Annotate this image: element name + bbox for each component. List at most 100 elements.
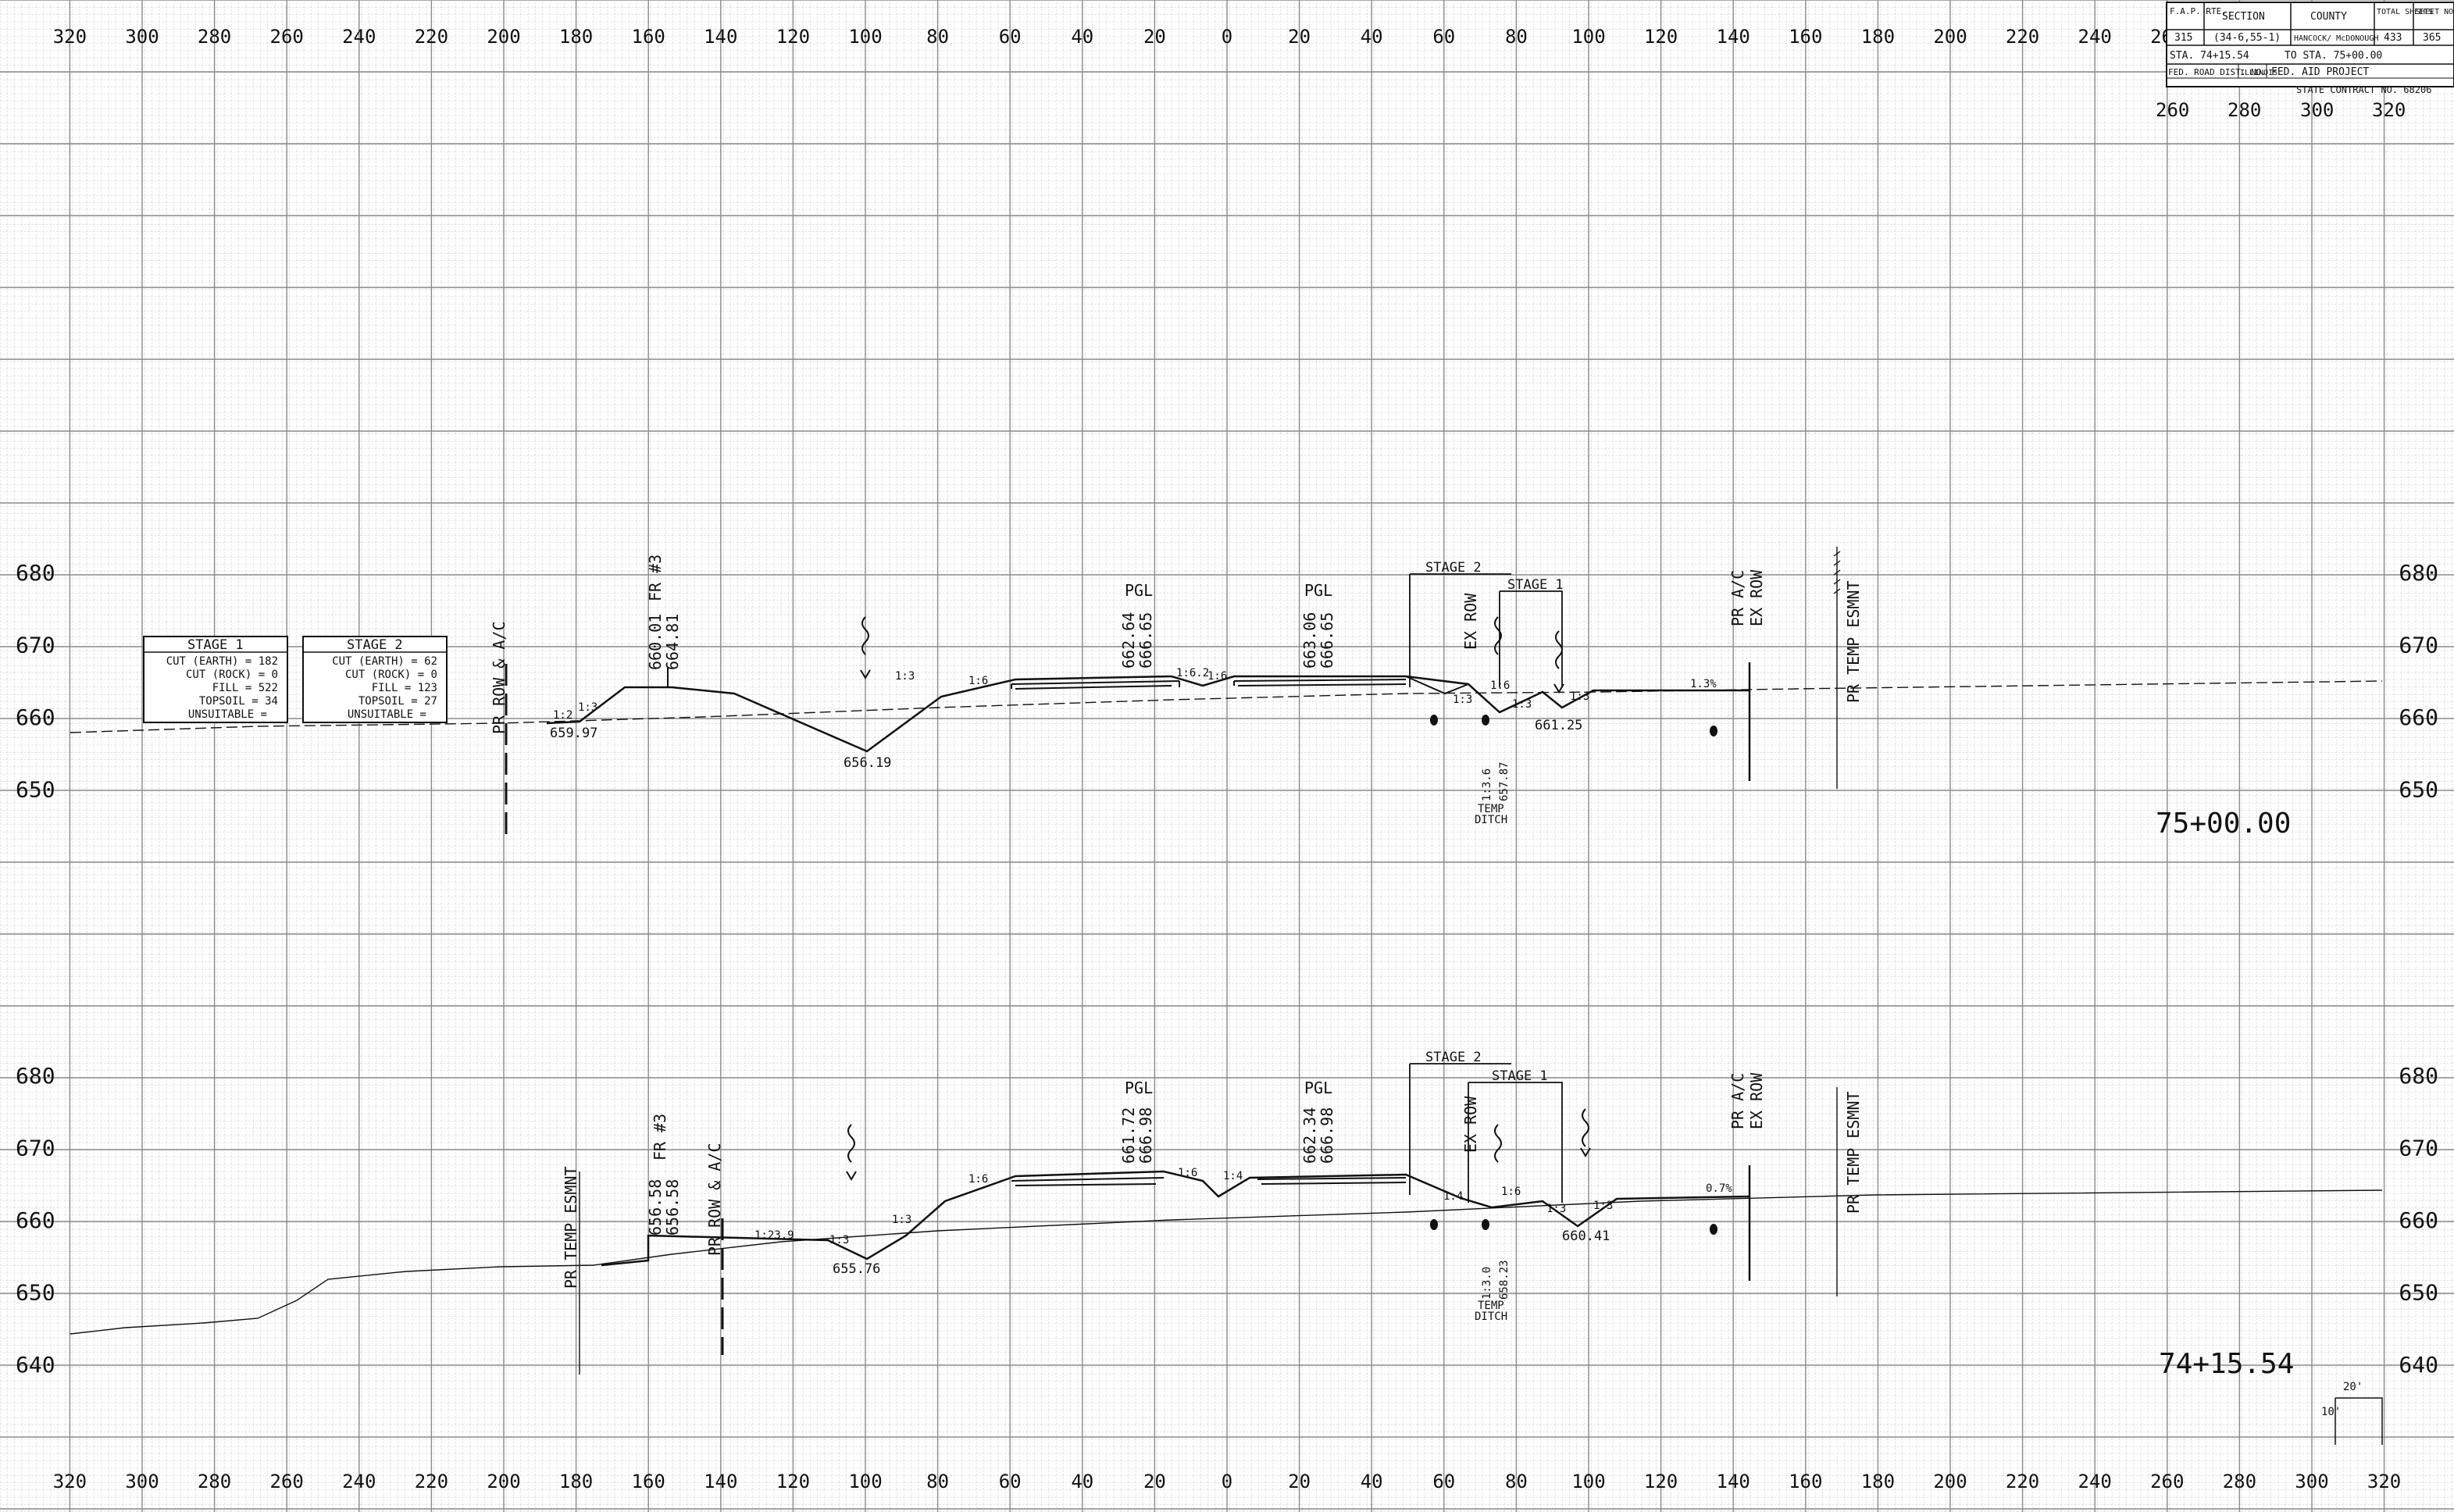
elevation-tick-label: 650 <box>16 1280 55 1306</box>
stage-2-bracket <box>1409 573 1511 687</box>
slope-f: 1:6 <box>1207 670 1227 683</box>
stage-1-row: CUT (EARTH) = 182 <box>166 655 278 668</box>
slope-c: 1:3 <box>892 1214 911 1226</box>
tb-fed: FED. AID PROJECT <box>2271 66 2369 78</box>
x-axis-tick-label: 180 <box>1861 1471 1895 1492</box>
temp-ditch-label-2: DITCH <box>1475 1311 1507 1323</box>
fr-label: FR #3 <box>651 1114 669 1161</box>
tb-scale-320: 320 <box>2372 99 2406 121</box>
x-axis-tick-label: 20 <box>1143 26 1166 48</box>
slope-c: 1:3 <box>895 670 915 683</box>
elevation-tick-label: 670 <box>16 632 55 658</box>
stage-2-table: STAGE 2 CUT (EARTH) = 62 CUT (ROCK) = 0 … <box>302 636 448 723</box>
x-axis-tick-label: 320 <box>53 1471 87 1492</box>
slope-h: 1:6 <box>1490 679 1510 692</box>
elev-right: 661.25 <box>1535 718 1582 733</box>
temp-ditch-label-2: DITCH <box>1475 814 1507 826</box>
x-axis-tick-label: 200 <box>487 1471 520 1492</box>
fr-elev-1: 660.01 <box>646 614 665 670</box>
ex-row-right-label: EX ROW <box>1747 569 1766 626</box>
x-axis-tick-label: 240 <box>2078 1471 2112 1492</box>
x-axis-tick-label: 120 <box>1644 1471 1678 1492</box>
x-axis-tick-label: 20 <box>1288 1471 1311 1492</box>
tb-rte: 315 <box>2174 32 2192 44</box>
tb-total: 433 <box>2384 32 2402 44</box>
x-axis-tick-label: 320 <box>53 26 87 48</box>
cross-slope-pct: 1.3% <box>1690 678 1717 690</box>
tb-h-total: TOTAL SHEETS <box>2377 8 2433 16</box>
tb-h-county: COUNTY <box>2310 11 2347 23</box>
temp-ditch-elev: 657.87 <box>1498 761 1511 801</box>
x-axis-tick-label: 20 <box>1143 1471 1166 1492</box>
elevation-tick-label: 660 <box>2399 704 2438 730</box>
elevation-tick-label: 680 <box>16 1063 55 1089</box>
x-axis-tick-label: 80 <box>926 1471 949 1492</box>
slope-d: 1:6 <box>968 1173 988 1186</box>
scale-h: 20' <box>2343 1381 2363 1393</box>
scale-v: 10' <box>2321 1406 2341 1418</box>
stage-1-title: STAGE 1 <box>187 637 244 653</box>
pgl-left-elev-1: 662.64 <box>1119 612 1138 669</box>
x-axis-tick-label: 20 <box>1288 26 1311 48</box>
tb-sta-from: STA. 74+15.54 <box>2170 50 2249 62</box>
x-axis-tick-label: 80 <box>1505 26 1528 48</box>
temp-esmnt-label: PR TEMP ESMNT <box>1844 1091 1863 1214</box>
x-axis-tick-label: 160 <box>632 26 665 48</box>
tb-sheet: 365 <box>2423 32 2441 44</box>
ex-row-right-label: EX ROW <box>1747 1072 1766 1129</box>
x-axis-tick-label: 200 <box>1933 1471 1967 1492</box>
ex-row-label: EX ROW <box>1461 1096 1480 1153</box>
elevation-tick-label: 650 <box>16 777 55 803</box>
temp-esmnt-hatch <box>579 1087 1838 1375</box>
x-axis-tick-label: 140 <box>1717 1471 1750 1492</box>
pr-row-label: PR ROW & A/C <box>705 1143 724 1257</box>
section-75-00 <box>70 547 2383 834</box>
temp-ditch-elev: 658.23 <box>1498 1260 1511 1300</box>
elevation-tick-label: 680 <box>2399 560 2438 586</box>
x-axis-tick-label: 320 <box>2367 1471 2401 1492</box>
tb-county: HANCOCK/ McDONOUGH <box>2294 34 2378 43</box>
existing-ground <box>70 1189 2383 1335</box>
elev-left: 659.97 <box>550 726 597 741</box>
pr-ac-label: PR A/C <box>1728 570 1747 626</box>
stage-1-label: STAGE 1 <box>1507 577 1564 593</box>
x-axis-tick-label: 0 <box>1222 26 1232 48</box>
pgl-right-elev-2: 666.98 <box>1318 1107 1336 1164</box>
tb-scale-280: 280 <box>2228 99 2261 121</box>
proposed-profile <box>546 675 1750 753</box>
x-axis-tick-label: 280 <box>2223 1471 2256 1492</box>
tb-section: (34-6,55-1) <box>2213 32 2281 44</box>
pgl-left-label: PGL <box>1125 581 1153 600</box>
pgl-left-elev-2: 666.65 <box>1136 612 1155 669</box>
stage-2-row: CUT (ROCK) = 0 <box>345 669 437 681</box>
station-label-lower: 74+15.54 <box>2159 1348 2294 1380</box>
proposed-profile <box>601 1170 1750 1267</box>
x-axis-tick-label: 80 <box>926 26 949 48</box>
temp-esmnt-left-label: PR TEMP ESMNT <box>562 1166 580 1289</box>
x-axis-tick-label: 240 <box>342 1471 376 1492</box>
elevation-tick-label: 650 <box>2399 777 2438 803</box>
tb-scale-260: 260 <box>2156 99 2189 121</box>
x-axis-tick-label: 40 <box>1361 26 1383 48</box>
slope-g: 1:4 <box>1443 1190 1463 1203</box>
stage1-cut-line <box>1405 676 1469 695</box>
x-axis-tick-label: 180 <box>1861 26 1895 48</box>
x-axis-tick-label: 140 <box>1717 26 1750 48</box>
stage-2-row: FILL = 123 <box>372 682 437 694</box>
slope-h: 1:6 <box>1501 1186 1521 1198</box>
x-axis-tick-label: 40 <box>1071 26 1093 48</box>
elevation-tick-label: 660 <box>16 704 55 730</box>
tb-h-section: SECTION <box>2222 11 2265 23</box>
x-axis-tick-label: 140 <box>704 1471 737 1492</box>
stage-1-label: STAGE 1 <box>1492 1068 1548 1084</box>
pavement-right <box>1233 679 1407 686</box>
pavement-left <box>1011 680 1180 690</box>
fr-elev-2: 664.81 <box>663 614 682 670</box>
x-axis-tick-label: 300 <box>2295 1471 2328 1492</box>
x-axis-tick-label: 200 <box>487 26 520 48</box>
stage-2-label: STAGE 2 <box>1425 560 1482 576</box>
x-axis-tick-label: 60 <box>1432 1471 1455 1492</box>
stage-2-row: UNSUITABLE = <box>348 708 426 721</box>
elevation-labels-lower: 680 680 670 670 660 660 650 650 640 640 <box>16 1063 2438 1378</box>
